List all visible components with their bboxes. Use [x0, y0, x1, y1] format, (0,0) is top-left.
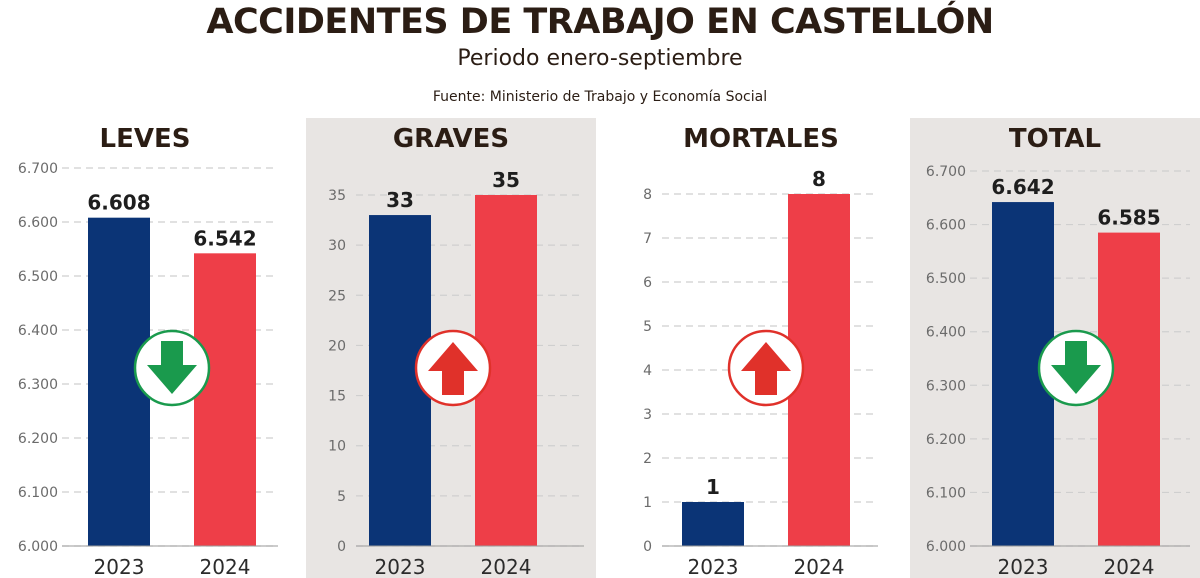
chart-panel-total: TOTAL 6.000 6.100 6.200 6.300 6.400 6.500 6.60… — [910, 118, 1200, 578]
page-subtitle: Periodo enero-septiembre — [457, 46, 743, 71]
x-tick-label: 2024 — [1104, 555, 1155, 578]
y-tick-label: 30 — [328, 238, 346, 254]
chart-title: LEVES — [99, 124, 191, 154]
arrow-down-icon — [1037, 329, 1115, 407]
y-tick-label: 6.500 — [18, 269, 58, 285]
bar-2023 — [682, 502, 744, 546]
trend-arrow-shape — [428, 342, 478, 395]
y-tick-label: 0 — [337, 539, 346, 555]
y-tick-label: 7 — [643, 231, 652, 247]
trend-arrow-shape — [741, 342, 791, 395]
x-tick-label: 2023 — [94, 555, 145, 578]
trend-arrow-shape — [1051, 341, 1101, 394]
y-tick-label: 6.700 — [926, 164, 966, 180]
data-label: 6.642 — [991, 175, 1054, 199]
y-tick-label: 5 — [337, 489, 346, 505]
chart-title: TOTAL — [1008, 124, 1102, 154]
y-tick-label: 6.300 — [926, 378, 966, 394]
y-tick-label: 3 — [643, 407, 652, 423]
data-label: 6.585 — [1097, 206, 1160, 230]
y-tick-label: 6.200 — [18, 431, 58, 447]
arrow-up-icon — [414, 329, 492, 407]
x-tick-label: 2023 — [688, 555, 739, 578]
y-tick-label: 35 — [328, 188, 346, 204]
y-tick-label: 15 — [328, 389, 346, 405]
chart-title: MORTALES — [683, 124, 839, 154]
x-tick-label: 2024 — [200, 555, 251, 578]
data-label: 35 — [492, 168, 520, 192]
arrow-up-icon — [727, 329, 805, 407]
y-tick-label: 6.000 — [926, 539, 966, 555]
arrow-down-icon — [133, 329, 211, 407]
bar-2024 — [1098, 232, 1160, 546]
y-tick-label: 0 — [643, 539, 652, 555]
y-tick-label: 4 — [643, 363, 652, 379]
y-tick-label: 6.100 — [926, 485, 966, 501]
chart-panel-mortales: MORTALES 0 1 2 3 4 5 6 7 8 1 2023 8 2024 — [616, 118, 906, 578]
chart-panel-graves: GRAVES 0 5 10 15 20 25 30 35 33 2023 35 2024 — [306, 118, 596, 578]
data-label: 33 — [386, 188, 414, 212]
trend-arrow-shape — [147, 341, 197, 394]
x-tick-label: 2024 — [481, 555, 532, 578]
source-note: Fuente: Ministerio de Trabajo y Economía… — [432, 89, 768, 105]
chart-graves: 0 5 10 15 20 25 30 35 33 2023 35 2024 — [328, 168, 584, 578]
y-tick-label: 6.300 — [18, 377, 58, 393]
data-label: 6.608 — [87, 191, 150, 215]
y-tick-label: 10 — [328, 439, 346, 455]
chart-panel-leves: LEVES 6.000 6.100 6.200 6.300 6.400 6.500 6.60… — [0, 118, 290, 578]
y-tick-label: 6.100 — [18, 485, 58, 501]
page-title: ACCIDENTES DE TRABAJO EN CASTELLÓN — [206, 2, 994, 42]
chart-mortales: 0 1 2 3 4 5 6 7 8 1 2023 8 2024 — [643, 167, 878, 578]
y-tick-label: 8 — [643, 187, 652, 203]
y-tick-label: 6.200 — [926, 432, 966, 448]
y-tick-label: 6.600 — [18, 215, 58, 231]
x-tick-label: 2023 — [375, 555, 426, 578]
y-tick-label: 6.000 — [18, 539, 58, 555]
y-tick-label: 1 — [643, 495, 652, 511]
y-tick-label: 6 — [643, 275, 652, 291]
y-tick-label: 6.700 — [18, 161, 58, 177]
data-label: 6.542 — [193, 226, 256, 250]
y-tick-label: 20 — [328, 338, 346, 354]
x-tick-label: 2023 — [998, 555, 1049, 578]
chart-leves: 6.000 6.100 6.200 6.300 6.400 6.500 6.600 6.700… — [18, 161, 278, 578]
x-tick-label: 2024 — [794, 555, 845, 578]
y-tick-label: 25 — [328, 288, 346, 304]
bar-2024 — [194, 253, 256, 546]
y-tick-label: 6.500 — [926, 271, 966, 287]
y-tick-label: 6.600 — [926, 218, 966, 234]
chart-title: GRAVES — [392, 124, 510, 154]
data-label: 8 — [812, 167, 826, 191]
y-tick-label: 2 — [643, 451, 652, 467]
data-label: 1 — [706, 475, 720, 499]
chart-total: 6.000 6.100 6.200 6.300 6.400 6.500 6.600 6.700… — [926, 164, 1190, 578]
y-tick-label: 5 — [643, 319, 652, 335]
y-tick-label: 6.400 — [18, 323, 58, 339]
y-tick-label: 6.400 — [926, 325, 966, 341]
